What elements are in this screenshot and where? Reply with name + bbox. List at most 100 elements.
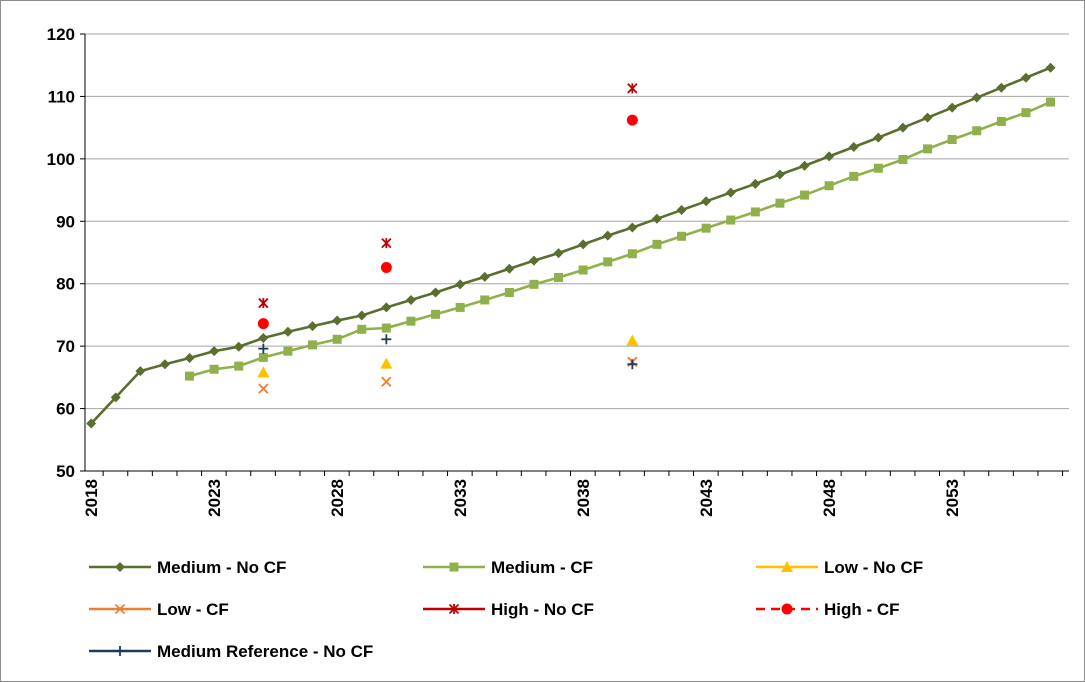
series-3 bbox=[258, 356, 638, 394]
data-point bbox=[848, 141, 859, 152]
data-point bbox=[1020, 72, 1031, 83]
series-5 bbox=[257, 114, 638, 330]
axes bbox=[84, 34, 1069, 472]
data-point bbox=[307, 321, 318, 332]
y-tick-label: 100 bbox=[47, 150, 75, 169]
y-tick-label: 120 bbox=[47, 25, 75, 44]
legend-label: Medium - CF bbox=[491, 558, 593, 577]
data-point bbox=[750, 207, 760, 217]
data-point bbox=[651, 213, 662, 224]
legend-label: High - No CF bbox=[491, 600, 594, 619]
x-tick-label: 2038 bbox=[574, 479, 593, 517]
data-point bbox=[258, 343, 269, 354]
x-tick-label: 2048 bbox=[820, 479, 839, 517]
series-line bbox=[189, 100, 1052, 378]
data-point bbox=[405, 294, 416, 305]
data-point bbox=[626, 334, 639, 346]
data-point bbox=[971, 92, 982, 103]
legend-label: Low - No CF bbox=[824, 558, 923, 577]
data-point bbox=[553, 248, 564, 259]
data-point bbox=[627, 83, 638, 94]
data-point bbox=[233, 341, 244, 352]
series-2 bbox=[257, 334, 639, 378]
legend-label: Medium - No CF bbox=[157, 558, 286, 577]
data-point bbox=[258, 383, 269, 394]
data-point bbox=[627, 222, 638, 233]
y-axis-ticks: 50 60 70 80 90 100 110 120 bbox=[47, 25, 85, 481]
data-point bbox=[726, 215, 736, 225]
legend-item-1: Medium - CF bbox=[423, 558, 593, 577]
data-point bbox=[184, 353, 195, 364]
data-point bbox=[308, 340, 318, 350]
legend-swatch-marker bbox=[114, 603, 126, 615]
data-point bbox=[332, 315, 343, 326]
data-point bbox=[800, 190, 810, 200]
data-point bbox=[380, 357, 393, 369]
plot-area bbox=[86, 62, 1056, 429]
data-point bbox=[750, 178, 761, 189]
data-point bbox=[897, 122, 908, 133]
data-point bbox=[381, 323, 391, 333]
data-point bbox=[185, 371, 195, 381]
data-point bbox=[775, 198, 785, 208]
legend-item-4: High - No CF bbox=[423, 600, 594, 619]
x-tick-label: 2018 bbox=[82, 479, 101, 517]
data-point bbox=[626, 114, 638, 126]
data-point bbox=[406, 316, 416, 326]
data-point bbox=[873, 132, 884, 143]
data-point bbox=[258, 297, 269, 309]
legend-label: Low - CF bbox=[157, 600, 229, 619]
data-point bbox=[258, 333, 269, 344]
legend-item-0: Medium - No CF bbox=[89, 558, 286, 577]
data-point bbox=[110, 392, 121, 403]
data-point bbox=[528, 255, 539, 266]
data-point bbox=[257, 366, 270, 378]
data-point bbox=[923, 144, 933, 154]
series-4 bbox=[258, 83, 638, 309]
data-point bbox=[159, 359, 170, 370]
legend-swatch-marker bbox=[781, 603, 793, 615]
data-point bbox=[677, 231, 687, 241]
data-point bbox=[652, 239, 662, 249]
x-tick-label: 2053 bbox=[943, 479, 962, 517]
data-point bbox=[676, 205, 687, 216]
data-point bbox=[283, 346, 293, 356]
data-point bbox=[234, 361, 244, 371]
y-tick-label: 110 bbox=[48, 87, 75, 106]
legend-item-6: Medium Reference - No CF bbox=[89, 642, 373, 661]
data-point bbox=[996, 82, 1007, 93]
y-tick-label: 90 bbox=[56, 212, 75, 231]
data-point bbox=[602, 230, 613, 241]
legend-label: Medium Reference - No CF bbox=[157, 642, 373, 661]
series-line bbox=[90, 66, 1052, 425]
data-point bbox=[356, 310, 367, 321]
data-point bbox=[824, 151, 835, 162]
data-point bbox=[455, 302, 465, 312]
data-point bbox=[701, 223, 711, 233]
data-point bbox=[849, 171, 859, 181]
series-0 bbox=[86, 62, 1056, 429]
data-point bbox=[799, 160, 810, 171]
data-point bbox=[135, 366, 146, 377]
data-point bbox=[332, 334, 342, 344]
legend-item-3: Low - CF bbox=[89, 600, 229, 619]
x-stroke bbox=[258, 383, 269, 394]
data-point bbox=[947, 102, 958, 113]
legend-label: High - CF bbox=[824, 600, 900, 619]
data-point bbox=[209, 364, 219, 374]
y-tick-label: 80 bbox=[56, 275, 75, 294]
data-point bbox=[824, 181, 834, 191]
legend: Medium - No CF Medium - CF Low - No CF Low … bbox=[89, 558, 923, 661]
data-point bbox=[529, 279, 539, 289]
legend-item-5: High - CF bbox=[756, 600, 900, 619]
data-point bbox=[258, 352, 268, 362]
data-point bbox=[381, 237, 392, 249]
data-point bbox=[603, 257, 613, 267]
data-point bbox=[627, 249, 637, 259]
data-point bbox=[947, 135, 957, 145]
legend-swatch-marker bbox=[448, 603, 460, 615]
data-point bbox=[725, 187, 736, 198]
data-point bbox=[431, 309, 441, 319]
